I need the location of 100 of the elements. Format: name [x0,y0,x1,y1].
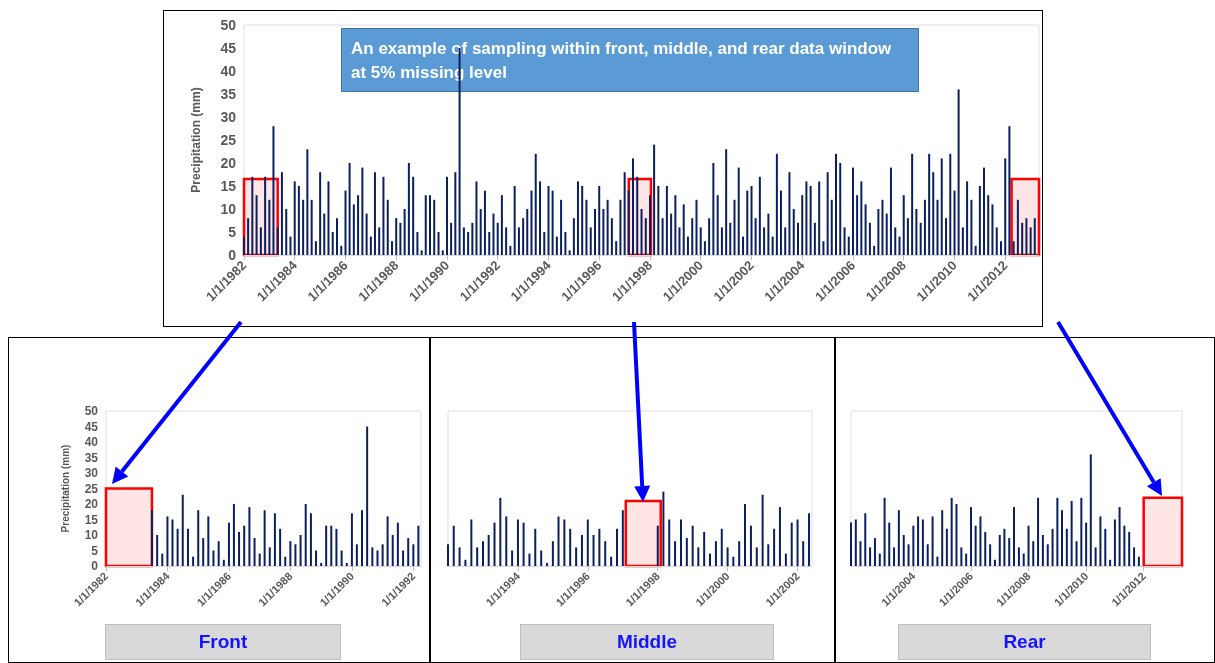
bar [665,186,668,255]
bar [945,528,948,566]
bar [610,556,613,566]
bar [859,541,862,566]
bar [716,195,719,255]
bar [500,195,503,255]
bar [661,218,664,255]
bar [763,227,766,255]
bar [709,553,711,566]
bar [1003,528,1006,566]
bar [1056,497,1059,566]
bar [754,218,757,255]
bar [742,236,745,255]
bar [1037,497,1040,566]
bar [186,528,189,566]
bar [576,181,579,255]
bar [897,510,900,566]
bar [755,547,758,566]
bar [695,199,698,255]
bar [441,250,444,255]
bar [627,190,630,255]
bar [843,227,846,255]
bar [893,547,896,566]
bar [868,222,871,255]
bar [586,519,589,566]
bar [447,544,449,566]
bar [551,541,554,566]
bar [974,525,977,566]
bar [207,516,210,566]
bar [592,535,595,566]
bar [366,426,369,566]
bar [464,559,467,566]
bar [761,494,764,566]
bar [589,227,592,255]
bar [936,199,939,255]
bar [995,227,998,255]
bar [499,497,502,566]
bar [285,209,288,255]
bar [991,204,994,255]
bar [864,513,867,566]
bar [217,541,220,566]
bar [998,535,1001,566]
bar [598,186,601,255]
bar [458,547,461,566]
bar [678,227,681,255]
bar [621,510,624,566]
bar [171,519,174,566]
bar [268,547,271,566]
bar [551,190,554,255]
y-tick-label: 30 [84,466,99,480]
x-axis-title: Middle [520,624,774,660]
bar [670,213,673,255]
bar [402,550,405,566]
bar [1017,547,1020,566]
bar [680,519,682,566]
bar [1033,218,1036,255]
y-tick-label: 0 [91,559,99,573]
y-tick-label: 0 [228,247,237,263]
bar [273,513,276,566]
bar [902,195,905,255]
bar [361,167,364,255]
bar [979,516,982,566]
bar [771,236,774,255]
bar [873,538,876,566]
bar [725,149,728,255]
bar [839,163,842,255]
bar [729,222,732,255]
y-tick-label: 45 [220,40,237,56]
bar [564,232,567,255]
bar [251,176,254,255]
bar [568,250,571,255]
bar [396,522,399,566]
bar [822,241,825,255]
bar [604,541,607,566]
y-tick-label: 45 [84,419,99,434]
bar [869,547,872,566]
bar [247,218,250,255]
bar [965,553,968,566]
bar [957,89,960,255]
bar [150,510,153,566]
bar [560,199,563,255]
bar [750,186,753,255]
bar [493,522,496,566]
bar [703,241,706,255]
bar [238,531,241,566]
bar [1099,516,1102,566]
bar [1025,218,1028,255]
y-tick-label: 20 [220,155,237,171]
bar [166,516,169,566]
bar [1013,507,1016,566]
bar [340,550,343,566]
bar [352,204,355,255]
y-tick-label: 50 [220,17,237,33]
bar [272,126,275,255]
bar [953,190,956,255]
bar [653,144,656,255]
bar [1041,535,1044,566]
bar [386,516,389,566]
bar [482,541,485,566]
bar [778,507,781,566]
